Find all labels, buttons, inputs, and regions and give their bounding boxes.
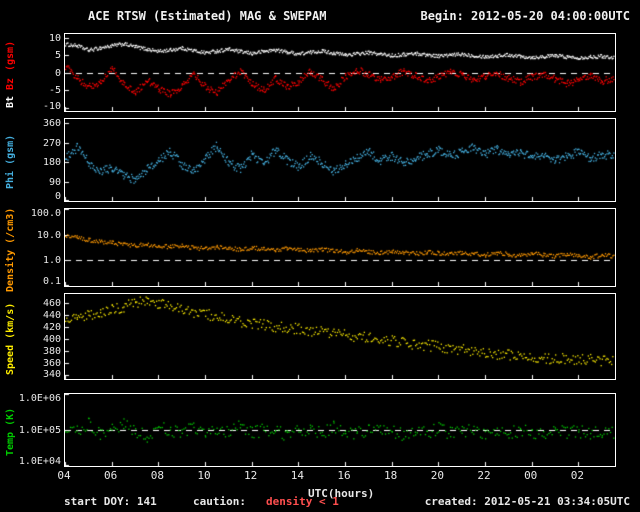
y-tick-label: 0 [54,191,61,202]
y-tick-label: 10 [48,33,61,44]
y-tick-label: 180 [42,157,61,169]
y-tick-label: 100.0 [30,208,61,219]
y-tick-label: 420 [42,321,61,333]
x-tick-label: 12 [244,469,258,482]
y-tick-label: 270 [42,137,61,149]
y-tick-label: 400 [42,333,61,345]
speed-canvas [65,294,615,379]
y-tick-label: 440 [42,309,61,321]
y-tick-label: 5 [54,50,61,61]
panel-temp [64,393,616,467]
y-tick-label: 460 [42,297,61,309]
y-tick-label: 0.1 [42,276,61,287]
y-tick-label: 1.0E+05 [18,425,61,436]
x-tick-label: 22 [477,469,491,482]
y-tick-label: 1.0E+04 [18,456,61,467]
start-doy-label: start DOY: 141 [64,495,157,508]
y-tick-label: -10 [42,101,61,112]
x-tick-label: 20 [430,469,444,482]
y-tick-label: 360 [42,118,61,130]
x-tick-label: 10 [197,469,211,482]
density-canvas [65,209,615,286]
x-tick-label: 00 [524,469,538,482]
panel-bt-bz [64,33,616,112]
plot-title: ACE RTSW (Estimated) MAG & SWEPAM [88,9,327,23]
x-tick-label: 02 [570,469,584,482]
panel-phi [64,118,616,202]
x-tick-label: 08 [150,469,164,482]
created-timestamp: created: 2012-05-21 03:34:05UTC [424,495,630,508]
panel-speed [64,293,616,380]
x-tick-label: 06 [104,469,118,482]
x-axis-label: UTC(hours) [308,487,375,500]
bt-bz-canvas [65,34,615,111]
y-tick-label: 340 [42,369,61,380]
y-tick-label: 380 [42,345,61,357]
x-tick-label: 18 [384,469,398,482]
phi-canvas [65,119,615,201]
y-tick-label: 1.0E+06 [18,393,61,404]
temp-canvas [65,394,615,466]
panel-density [64,208,616,287]
y-tick-label: 1.0 [42,255,61,267]
y-tick-label: -5 [48,85,61,96]
x-tick-label: 14 [290,469,304,482]
caution-label: caution: [193,495,246,508]
y-tick-label: 360 [42,357,61,369]
y-tick-label: 0 [54,67,61,79]
begin-timestamp: Begin: 2012-05-20 04:00:00UTC [420,9,630,23]
x-tick-label: 16 [337,469,351,482]
x-tick-label: 04 [57,469,71,482]
y-tick-label: 90 [48,176,61,188]
caution-value: density < 1 [266,495,339,508]
ylabel-density: Density (/cm3) [3,207,18,291]
y-tick-label: 10.0 [36,229,61,241]
